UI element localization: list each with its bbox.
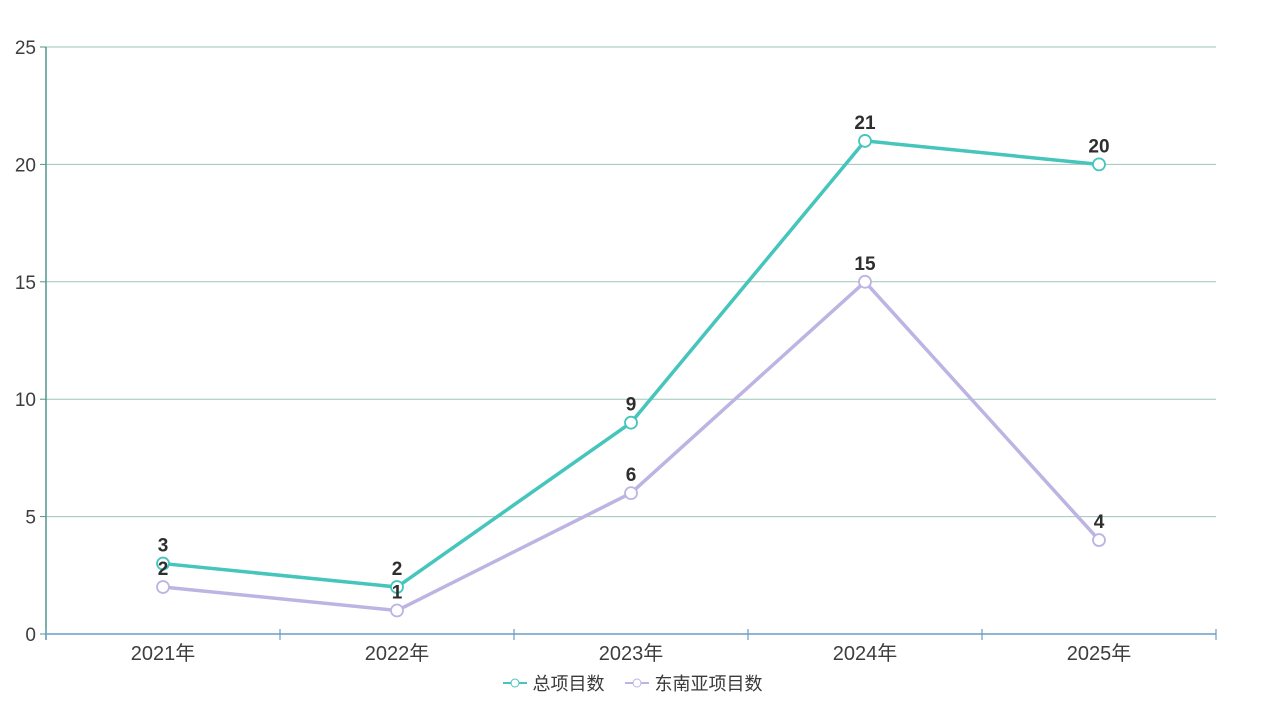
value-label: 6 [626,465,637,486]
y-axis-label: 0 [25,625,36,646]
legend-item-2[interactable]: 东南亚项目数 [624,670,763,696]
data-point[interactable] [624,415,638,430]
data-point[interactable] [858,274,872,289]
data-point[interactable] [156,580,170,594]
series-line [161,139,1101,589]
y-axis-label: 20 [15,155,36,176]
data-point[interactable] [1092,157,1106,172]
value-label: 2 [392,559,403,580]
legend-label: 东南亚项目数 [654,674,763,694]
data-point[interactable] [624,486,638,501]
data-point[interactable] [390,603,404,618]
x-axis-label: 2022年 [365,642,430,664]
x-axis-label: 2021年 [131,642,196,664]
y-axis-label: 25 [15,38,36,59]
legend-line-marker-icon [624,678,649,688]
y-axis-label: 5 [25,508,36,529]
data-point[interactable] [858,134,872,148]
y-axis-label: 15 [15,273,36,294]
x-axis-label: 2023年 [599,642,664,664]
legend-line-marker-icon [502,678,527,688]
value-label: 2 [158,559,169,580]
value-label: 9 [626,395,637,416]
y-axis-label: 10 [15,390,36,411]
series-line [161,280,1101,613]
legend-item-1[interactable]: 总项目数 [502,670,605,696]
value-label: 20 [1088,136,1109,157]
value-label: 21 [854,113,876,134]
value-label: 15 [854,254,876,275]
x-axis-label: 2024年 [833,642,898,664]
value-label: 4 [1094,512,1105,533]
x-axis-label: 2025年 [1067,642,1132,664]
data-point[interactable] [390,580,404,594]
legend: 总项目数 东南亚项目数 [0,670,1265,696]
data-point[interactable] [1092,533,1106,547]
value-label: 3 [158,536,169,557]
value-label: 1 [392,583,403,604]
data-point[interactable] [156,556,170,571]
legend-label: 总项目数 [532,674,605,694]
